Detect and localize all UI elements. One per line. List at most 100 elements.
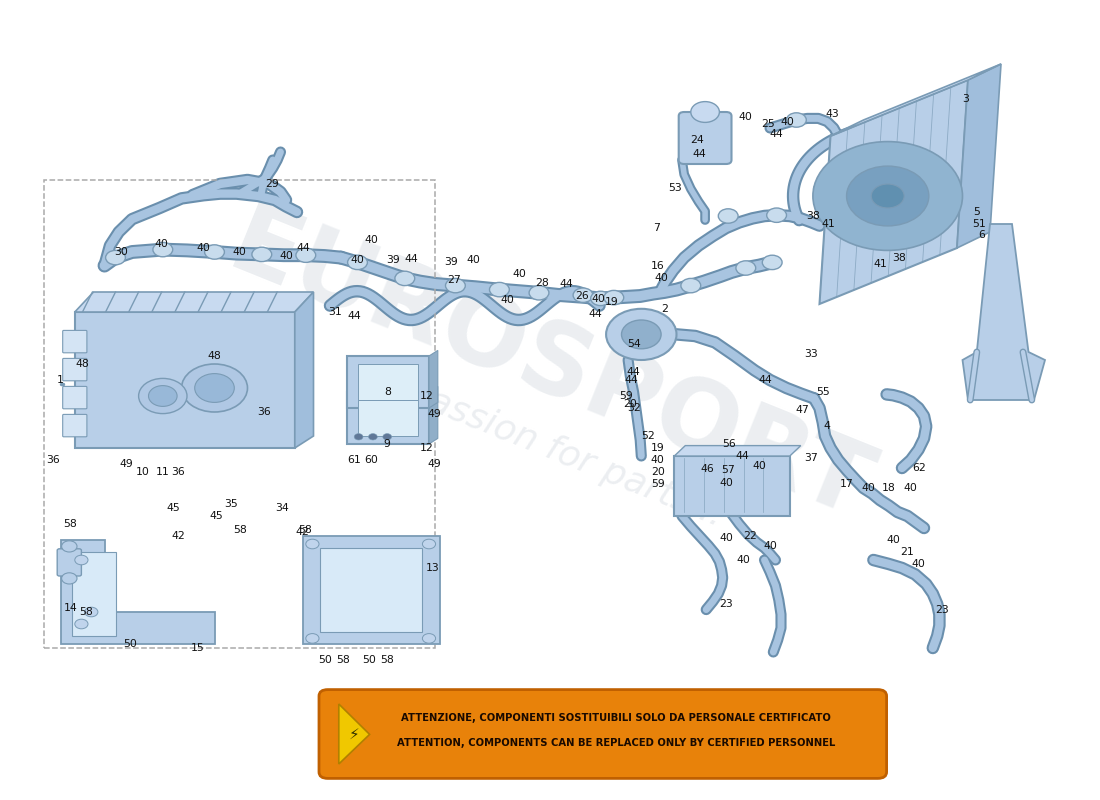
Text: 7: 7 bbox=[653, 223, 660, 233]
Text: 44: 44 bbox=[625, 375, 638, 385]
Circle shape bbox=[296, 248, 316, 262]
Circle shape bbox=[604, 290, 624, 305]
Text: 8: 8 bbox=[384, 387, 390, 397]
Text: 59: 59 bbox=[619, 391, 632, 401]
Text: 40: 40 bbox=[351, 255, 364, 265]
Circle shape bbox=[681, 278, 701, 293]
Polygon shape bbox=[830, 64, 1001, 136]
Text: 40: 40 bbox=[500, 295, 514, 305]
Text: 21: 21 bbox=[901, 547, 914, 557]
Text: 47: 47 bbox=[795, 406, 808, 415]
Text: 40: 40 bbox=[781, 117, 794, 126]
Text: 53: 53 bbox=[669, 183, 682, 193]
Circle shape bbox=[529, 286, 549, 300]
Text: 40: 40 bbox=[233, 247, 246, 257]
Text: 44: 44 bbox=[588, 310, 602, 319]
Text: 40: 40 bbox=[365, 235, 378, 245]
Circle shape bbox=[621, 320, 661, 349]
Text: 22: 22 bbox=[744, 531, 757, 541]
Circle shape bbox=[767, 208, 786, 222]
Text: 25: 25 bbox=[761, 119, 774, 129]
Text: 5: 5 bbox=[974, 207, 980, 217]
Circle shape bbox=[422, 539, 436, 549]
FancyBboxPatch shape bbox=[358, 364, 418, 400]
Text: 42: 42 bbox=[296, 527, 309, 537]
Text: 58: 58 bbox=[233, 526, 246, 535]
Text: ATTENZIONE, COMPONENTI SOSTITUIBILI SOLO DA PERSONALE CERTIFICATO: ATTENZIONE, COMPONENTI SOSTITUIBILI SOLO… bbox=[402, 713, 830, 722]
Text: 52: 52 bbox=[641, 431, 654, 441]
Text: 40: 40 bbox=[197, 243, 210, 253]
Circle shape bbox=[871, 184, 904, 208]
Circle shape bbox=[383, 434, 392, 440]
Polygon shape bbox=[60, 540, 215, 644]
Text: 54: 54 bbox=[627, 339, 640, 349]
Text: 43: 43 bbox=[826, 109, 839, 118]
Circle shape bbox=[75, 555, 88, 565]
Polygon shape bbox=[957, 64, 1001, 248]
Text: 27: 27 bbox=[448, 275, 461, 285]
Text: 40: 40 bbox=[155, 239, 168, 249]
Circle shape bbox=[205, 245, 224, 259]
Text: 44: 44 bbox=[297, 243, 310, 253]
Text: 49: 49 bbox=[428, 459, 441, 469]
Text: 23: 23 bbox=[935, 605, 948, 614]
Circle shape bbox=[139, 378, 187, 414]
Polygon shape bbox=[295, 292, 313, 448]
FancyBboxPatch shape bbox=[319, 690, 887, 778]
Circle shape bbox=[422, 634, 436, 643]
Text: 26: 26 bbox=[575, 291, 589, 301]
FancyBboxPatch shape bbox=[674, 456, 790, 516]
Text: 45: 45 bbox=[210, 511, 223, 521]
Text: 15: 15 bbox=[191, 643, 205, 653]
Circle shape bbox=[718, 209, 738, 223]
Text: 58: 58 bbox=[337, 655, 350, 665]
Circle shape bbox=[847, 166, 928, 226]
Circle shape bbox=[368, 434, 377, 440]
Circle shape bbox=[348, 255, 367, 270]
Text: 58: 58 bbox=[298, 526, 311, 535]
Text: 40: 40 bbox=[592, 294, 605, 304]
Circle shape bbox=[446, 278, 465, 293]
Text: EUROSPORT: EUROSPORT bbox=[216, 195, 884, 541]
FancyBboxPatch shape bbox=[63, 386, 87, 409]
Polygon shape bbox=[75, 292, 314, 312]
Text: 42: 42 bbox=[172, 531, 185, 541]
Text: 12: 12 bbox=[420, 391, 433, 401]
Circle shape bbox=[75, 619, 88, 629]
Polygon shape bbox=[962, 224, 1045, 400]
Text: 50: 50 bbox=[319, 655, 332, 665]
Text: 44: 44 bbox=[627, 367, 640, 377]
Circle shape bbox=[762, 255, 782, 270]
Text: 2: 2 bbox=[661, 304, 668, 314]
Text: 23: 23 bbox=[719, 599, 733, 609]
Text: 40: 40 bbox=[654, 274, 668, 283]
Text: 38: 38 bbox=[892, 253, 905, 262]
Circle shape bbox=[591, 291, 611, 306]
Text: 61: 61 bbox=[348, 455, 361, 465]
Text: 40: 40 bbox=[651, 455, 664, 465]
Circle shape bbox=[691, 102, 719, 122]
Text: 19: 19 bbox=[651, 443, 664, 453]
Text: 58: 58 bbox=[64, 519, 77, 529]
Text: 40: 40 bbox=[912, 559, 925, 569]
Circle shape bbox=[786, 113, 806, 127]
Text: 9: 9 bbox=[384, 439, 390, 449]
Text: 40: 40 bbox=[466, 255, 480, 265]
Text: 46: 46 bbox=[701, 464, 714, 474]
Text: 44: 44 bbox=[405, 254, 418, 264]
Text: 57: 57 bbox=[722, 466, 735, 475]
Text: 3: 3 bbox=[962, 94, 969, 104]
Text: 35: 35 bbox=[224, 499, 238, 509]
Bar bbox=[72, 552, 116, 636]
Text: 44: 44 bbox=[770, 129, 783, 138]
Polygon shape bbox=[339, 704, 370, 764]
FancyBboxPatch shape bbox=[302, 536, 440, 644]
Text: 59: 59 bbox=[651, 479, 664, 489]
Polygon shape bbox=[429, 350, 438, 408]
FancyBboxPatch shape bbox=[75, 312, 295, 448]
Text: 37: 37 bbox=[804, 454, 817, 463]
FancyBboxPatch shape bbox=[346, 356, 429, 408]
Text: 6: 6 bbox=[978, 230, 984, 240]
Circle shape bbox=[736, 261, 756, 275]
Circle shape bbox=[813, 142, 962, 250]
